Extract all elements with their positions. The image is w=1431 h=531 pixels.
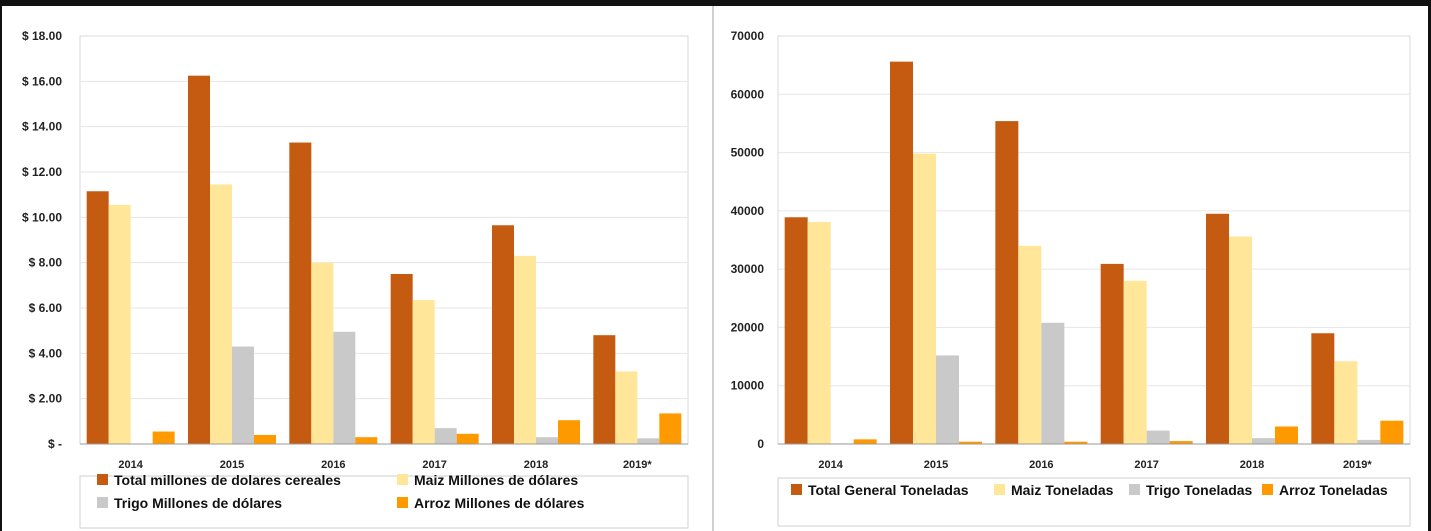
bar-maiz	[108, 204, 131, 444]
chart-toneladas: 0 10000 20000 30000 40000 50000 60000 70000 2014…	[731, 29, 1411, 527]
y-tick-label: $ 2.00	[29, 392, 63, 406]
bar-arroz	[959, 441, 982, 444]
y-tick-label: $ 12.00	[22, 165, 62, 179]
legend-swatch-total	[97, 474, 108, 485]
bar-trigo	[637, 438, 660, 444]
chart-millones-dolares: $ - $ 2.00 $ 4.00 $ 6.00 $ 8.00 $ 10.00 $ 12.0…	[22, 29, 689, 529]
y-tick-label: 60000	[731, 87, 765, 101]
bar-maiz	[1123, 280, 1147, 444]
legend-label-arroz: Arroz Millones de dólares	[414, 495, 585, 511]
bar-total	[492, 225, 514, 444]
legend-label-trigo: Trigo Millones de dólares	[114, 495, 282, 511]
bar-trigo	[1146, 430, 1170, 444]
x-tick-label: 2014	[818, 459, 843, 471]
y-tick-label: $ 18.00	[22, 29, 62, 43]
bar-trigo	[1252, 438, 1275, 444]
panel-divider	[712, 6, 714, 531]
legend-label-total: Total General Toneladas	[808, 482, 969, 498]
legend-label-total: Total millones de dolares cereales	[114, 472, 341, 488]
bar-arroz	[1169, 441, 1193, 444]
legend-label-maiz: Maiz Millones de dólares	[414, 472, 578, 488]
y-tick-label: $ 16.00	[22, 74, 62, 88]
bar-trigo	[333, 331, 356, 444]
bar-trigo	[434, 428, 457, 444]
y-tick-label: 10000	[731, 379, 765, 393]
legend-swatch-total	[791, 484, 802, 495]
bar-arroz	[1380, 420, 1404, 444]
x-tick-label: 2016	[321, 459, 345, 471]
bar-maiz	[412, 300, 435, 444]
bar-trigo	[536, 437, 558, 444]
bar-maiz	[1334, 361, 1358, 444]
x-tick-label: 2014	[118, 459, 143, 471]
bar-maiz	[311, 262, 334, 444]
bar-trigo	[1041, 322, 1065, 444]
y-tick-label: 50000	[731, 146, 765, 160]
x-tick-label: 2016	[1029, 459, 1053, 471]
bar-arroz	[254, 434, 276, 444]
bar-arroz	[853, 439, 877, 444]
bar-arroz	[558, 420, 580, 444]
bar-maiz	[210, 184, 232, 444]
legend-swatch-trigo	[97, 497, 108, 508]
bar-maiz	[615, 371, 638, 444]
y-tick-label: 40000	[731, 204, 765, 218]
y-tick-label: 20000	[731, 320, 765, 334]
bar-total	[995, 121, 1019, 445]
bar-total	[188, 75, 210, 445]
bar-total	[86, 191, 109, 444]
bar-maiz	[913, 153, 936, 445]
x-tick-label: 2017	[422, 459, 446, 471]
y-tick-label: $ 4.00	[29, 346, 63, 360]
bar-maiz	[807, 221, 831, 444]
y-tick-label: $ 10.00	[22, 210, 62, 224]
legend-label-arroz: Arroz Toneladas	[1279, 482, 1388, 498]
legend-label-maiz: Maiz Toneladas	[1011, 482, 1114, 498]
bar-total	[784, 217, 808, 444]
x-tick-label: 2015	[220, 459, 244, 471]
bar-trigo	[1357, 439, 1381, 444]
bar-total	[1311, 333, 1335, 444]
legend-swatch-maiz	[397, 474, 408, 485]
x-tick-label: 2018	[524, 459, 548, 471]
bar-arroz	[456, 433, 479, 444]
bar-total	[289, 142, 312, 445]
bar-arroz	[1064, 441, 1088, 444]
legend-swatch-trigo	[1129, 484, 1140, 495]
y-tick-label: 70000	[731, 29, 765, 43]
legend-box	[79, 475, 689, 529]
x-tick-label: 2019*	[623, 459, 652, 471]
bar-maiz	[514, 255, 536, 444]
bar-trigo	[936, 355, 959, 444]
bar-arroz	[659, 413, 682, 444]
bar-total	[1100, 263, 1124, 444]
bar-arroz	[355, 437, 378, 444]
bar-trigo	[232, 346, 254, 444]
y-tick-label: $ 14.00	[22, 120, 62, 134]
x-tick-label: 2018	[1240, 459, 1264, 471]
legend-swatch-arroz	[1262, 484, 1273, 495]
y-tick-label: 30000	[731, 262, 765, 276]
bar-total	[1206, 213, 1229, 444]
bar-total	[390, 274, 413, 444]
y-tick-label: $ 8.00	[29, 256, 63, 270]
y-tick-label: $ -	[48, 437, 62, 451]
legend-box	[777, 477, 1411, 527]
bar-total	[593, 335, 616, 444]
legend-label-trigo: Trigo Toneladas	[1146, 482, 1253, 498]
bar-arroz	[152, 431, 175, 444]
y-tick-label: $ 6.00	[29, 301, 63, 315]
bar-arroz	[1275, 426, 1298, 444]
y-tick-label: 0	[757, 437, 764, 451]
legend-swatch-maiz	[994, 484, 1005, 495]
legend-swatch-arroz	[397, 497, 408, 508]
bar-maiz	[1018, 245, 1042, 444]
bar-total	[890, 61, 913, 444]
bar-maiz	[1229, 236, 1252, 444]
x-tick-label: 2019*	[1343, 459, 1372, 471]
x-tick-label: 2017	[1134, 459, 1158, 471]
x-tick-label: 2015	[924, 459, 948, 471]
